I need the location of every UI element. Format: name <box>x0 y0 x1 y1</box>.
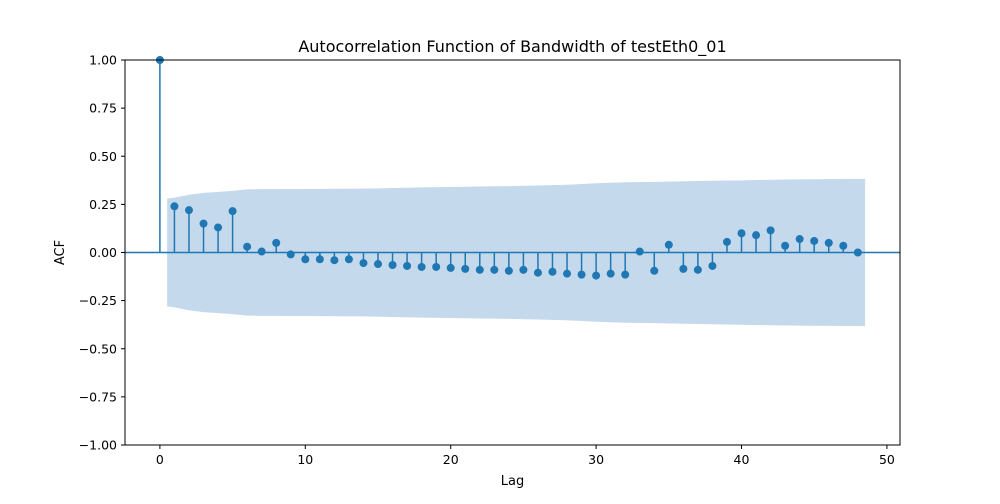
marker-lag-28 <box>563 269 572 278</box>
marker-lag-35 <box>664 240 673 249</box>
x-axis-label: Lag <box>501 474 524 489</box>
marker-lag-1 <box>170 202 179 211</box>
y-axis-label: ACF <box>53 240 68 265</box>
marker-lag-36 <box>679 264 688 273</box>
marker-lag-26 <box>533 268 542 277</box>
marker-lag-32 <box>621 270 630 279</box>
markers-layer <box>155 56 862 280</box>
x-tick-label: 0 <box>156 452 164 467</box>
marker-lag-16 <box>388 261 397 270</box>
marker-lag-10 <box>301 255 310 264</box>
x-ticks-layer: 0 10 20 30 40 50 <box>156 445 895 467</box>
marker-lag-21 <box>461 264 470 273</box>
marker-lag-43 <box>781 241 790 250</box>
marker-lag-14 <box>359 259 368 268</box>
marker-lag-12 <box>330 256 339 265</box>
marker-lag-39 <box>722 237 731 246</box>
marker-lag-38 <box>708 261 717 270</box>
marker-lag-7 <box>257 247 266 256</box>
marker-lag-20 <box>446 263 455 272</box>
y-tick-label: −0.50 <box>79 341 117 356</box>
y-tick-label: −0.25 <box>79 293 117 308</box>
y-tick-label: −1.00 <box>79 438 117 453</box>
chart-title: Autocorrelation Function of Bandwidth of… <box>298 37 726 57</box>
marker-lag-6 <box>243 242 252 251</box>
marker-lag-11 <box>315 255 324 264</box>
x-tick-label: 50 <box>879 452 895 467</box>
marker-lag-4 <box>214 223 223 232</box>
marker-lag-42 <box>766 226 775 235</box>
marker-lag-29 <box>577 270 586 279</box>
marker-lag-37 <box>693 265 702 274</box>
marker-lag-27 <box>548 267 557 276</box>
y-tick-label: 0.50 <box>89 149 117 164</box>
marker-lag-9 <box>286 250 295 259</box>
marker-lag-3 <box>199 219 208 228</box>
marker-lag-15 <box>374 260 383 269</box>
marker-lag-5 <box>228 207 237 216</box>
x-tick-label: 20 <box>443 452 459 467</box>
y-tick-label: −0.75 <box>79 389 117 404</box>
x-tick-label: 40 <box>734 452 750 467</box>
marker-lag-33 <box>635 247 644 256</box>
y-ticks-layer: 1.00 0.75 0.50 0.25 0.00 −0.25 −0.50 −0.75 −1.00 <box>79 53 125 453</box>
marker-lag-24 <box>504 266 513 275</box>
y-tick-label: 0.00 <box>89 245 117 260</box>
y-tick-label: 0.75 <box>89 101 117 116</box>
marker-lag-31 <box>606 269 615 278</box>
y-tick-label: 1.00 <box>89 53 117 68</box>
marker-lag-22 <box>475 265 484 274</box>
marker-lag-46 <box>824 238 833 247</box>
marker-lag-41 <box>752 231 761 240</box>
marker-lag-23 <box>490 265 499 274</box>
marker-lag-48 <box>853 248 862 257</box>
marker-lag-18 <box>417 262 426 271</box>
marker-lag-45 <box>810 236 819 245</box>
marker-lag-34 <box>650 266 659 275</box>
marker-lag-25 <box>519 265 528 274</box>
marker-lag-8 <box>272 238 281 247</box>
y-tick-label: 0.25 <box>89 197 117 212</box>
x-tick-label: 10 <box>297 452 313 467</box>
marker-lag-13 <box>344 255 353 264</box>
marker-lag-40 <box>737 229 746 238</box>
marker-lag-44 <box>795 235 804 244</box>
marker-lag-17 <box>403 261 412 270</box>
marker-lag-2 <box>184 206 193 215</box>
marker-lag-19 <box>432 262 441 271</box>
marker-lag-30 <box>592 271 601 280</box>
marker-lag-47 <box>839 241 848 250</box>
x-tick-label: 30 <box>588 452 604 467</box>
